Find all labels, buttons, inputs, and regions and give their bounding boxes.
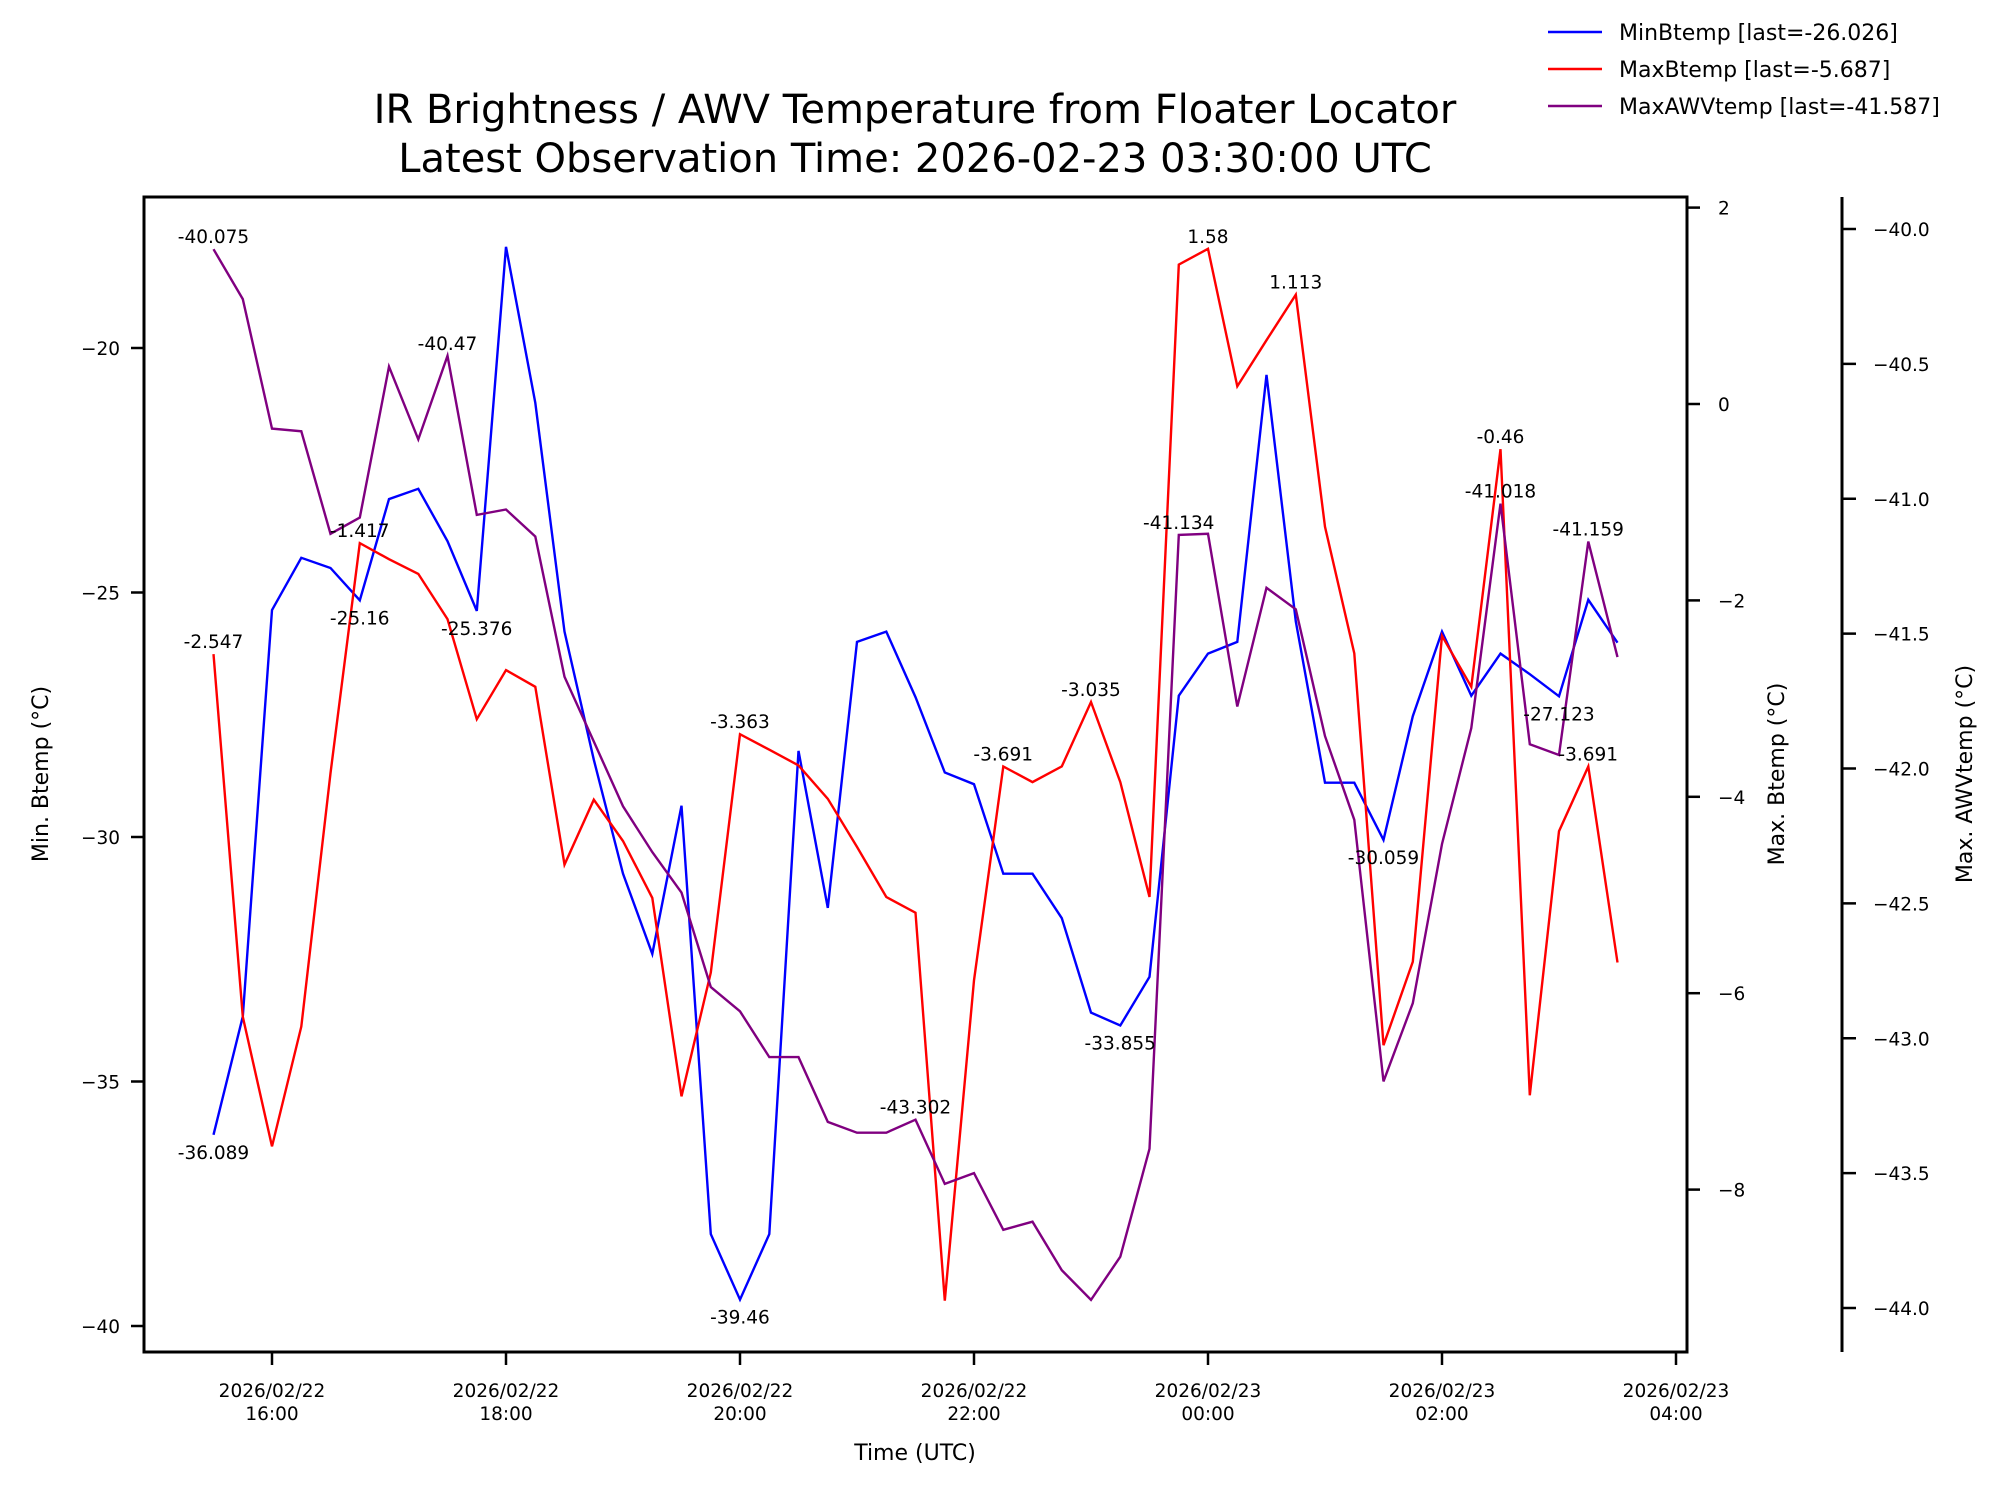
data-label-MaxBtemp: -2.547 xyxy=(184,632,244,653)
x-tick-label-time: 20:00 xyxy=(713,1404,766,1425)
left-tick-label: −40 xyxy=(81,1317,120,1338)
data-label-MinBtemp: -36.089 xyxy=(178,1143,249,1164)
legend-label-MaxBtemp: MaxBtemp [last=-5.687] xyxy=(1619,58,1890,83)
chart-title-line1: IR Brightness / AWV Temperature from Flo… xyxy=(374,87,1457,133)
awv-tick-label: −40.5 xyxy=(1873,355,1930,376)
x-axis-label: Time (UTC) xyxy=(853,1441,976,1466)
data-label-MaxAWVtemp: -40.075 xyxy=(178,227,249,248)
awv-tick-label: −40.0 xyxy=(1873,220,1930,241)
left-tick-label: −20 xyxy=(81,339,120,360)
data-label-MaxAWVtemp: -40.47 xyxy=(418,334,478,355)
left-axis-ticks: −20 −25 −30 −35 −40 xyxy=(81,339,144,1338)
series-line-MaxBtemp xyxy=(212,246,1619,1301)
awv-tick-label: −43.5 xyxy=(1873,1164,1930,1185)
x-tick-label-date: 2026/02/22 xyxy=(219,1381,326,1402)
x-tick-label-date: 2026/02/23 xyxy=(1155,1381,1262,1402)
awv-tick-label: −41.0 xyxy=(1873,490,1930,511)
plot-frame xyxy=(142,195,1689,1354)
data-label-MinBtemp: -25.376 xyxy=(441,619,512,640)
left-tick-label: −35 xyxy=(81,1073,120,1094)
annotation-layer: -36.089 -25.16 -25.376 -39.46 -33.855 -30.059… xyxy=(178,227,1624,1329)
right-tick-label: −6 xyxy=(1718,984,1745,1005)
series-line-MaxAWVtemp xyxy=(212,248,1619,1302)
data-label-MaxBtemp: -3.691 xyxy=(973,744,1033,765)
x-tick-label-time: 22:00 xyxy=(947,1404,1000,1425)
legend-label-MinBtemp: MinBtemp [last=-26.026] xyxy=(1619,21,1898,46)
awv-tick-label: −43.0 xyxy=(1873,1029,1930,1050)
left-tick-label: −25 xyxy=(81,584,120,605)
x-axis-ticks: 2026/02/2216:002026/02/2218:002026/02/22… xyxy=(219,1352,1730,1425)
x-tick-label-time: 02:00 xyxy=(1415,1404,1468,1425)
right-tick-label: 0 xyxy=(1718,395,1730,416)
data-label-MaxBtemp: -3.363 xyxy=(710,712,770,733)
x-tick-label-date: 2026/02/23 xyxy=(1389,1381,1496,1402)
awv-axis-label: Max. AWVtemp (°C) xyxy=(1953,665,1978,883)
legend-label-MaxAWVtemp: MaxAWVtemp [last=-41.587] xyxy=(1619,95,1940,120)
series-layer xyxy=(212,246,1619,1303)
x-tick-label-date: 2026/02/22 xyxy=(921,1381,1028,1402)
awv-tick-label: −44.0 xyxy=(1873,1299,1930,1320)
data-label-MaxBtemp: 1.113 xyxy=(1269,273,1322,294)
legend: MinBtemp [last=-26.026] MaxBtemp [last=-5… xyxy=(1548,21,1940,120)
data-label-MinBtemp: -25.16 xyxy=(330,608,390,629)
right-tick-label: 2 xyxy=(1718,199,1730,220)
data-label-MaxBtemp: -1.417 xyxy=(330,521,390,542)
x-tick-label-time: 16:00 xyxy=(245,1404,298,1425)
data-label-MinBtemp: -30.059 xyxy=(1348,848,1419,869)
data-label-MaxBtemp: -3.035 xyxy=(1061,680,1121,701)
series-line-MinBtemp xyxy=(212,246,1619,1303)
right-tick-label: −2 xyxy=(1718,591,1745,612)
data-label-MaxAWVtemp: -41.018 xyxy=(1465,482,1536,503)
x-tick-label-time: 04:00 xyxy=(1649,1404,1702,1425)
right-axis-ticks: 2 0 −2 −4 −6 −8 xyxy=(1687,199,1745,1202)
awv-tick-label: −41.5 xyxy=(1873,625,1930,646)
x-tick-label-date: 2026/02/23 xyxy=(1623,1381,1730,1402)
data-label-MaxAWVtemp: -41.134 xyxy=(1143,513,1214,534)
x-tick-label-date: 2026/02/22 xyxy=(687,1381,794,1402)
right-tick-label: −8 xyxy=(1718,1181,1745,1202)
awv-axis-ticks: −40.0 −40.5 −41.0 −41.5 −42.0 −42.5 −43.0 −43.5… xyxy=(1842,220,1930,1320)
data-label-MaxAWVtemp: -43.302 xyxy=(880,1098,951,1119)
data-label-MaxBtemp: 1.58 xyxy=(1187,227,1228,248)
right-axis-label: Max. Btemp (°C) xyxy=(1765,683,1790,866)
data-label-MaxAWVtemp: -41.159 xyxy=(1553,520,1624,541)
data-label-MinBtemp: -27.123 xyxy=(1523,704,1594,725)
chart-title-line2: Latest Observation Time: 2026-02-23 03:3… xyxy=(398,136,1432,182)
right-tick-label: −4 xyxy=(1718,788,1745,809)
left-tick-label: −30 xyxy=(81,828,120,849)
data-label-MinBtemp: -33.855 xyxy=(1085,1034,1156,1055)
x-tick-label-time: 18:00 xyxy=(479,1404,532,1425)
awv-tick-label: −42.5 xyxy=(1873,894,1930,915)
data-label-MaxBtemp: -0.46 xyxy=(1477,427,1525,448)
awv-tick-label: −42.0 xyxy=(1873,760,1930,781)
data-label-MaxBtemp: -3.691 xyxy=(1558,744,1618,765)
x-tick-label-date: 2026/02/22 xyxy=(453,1381,560,1402)
data-label-MinBtemp: -39.46 xyxy=(710,1308,770,1329)
left-axis-label: Min. Btemp (°C) xyxy=(29,686,54,862)
x-tick-label-time: 00:00 xyxy=(1181,1404,1234,1425)
